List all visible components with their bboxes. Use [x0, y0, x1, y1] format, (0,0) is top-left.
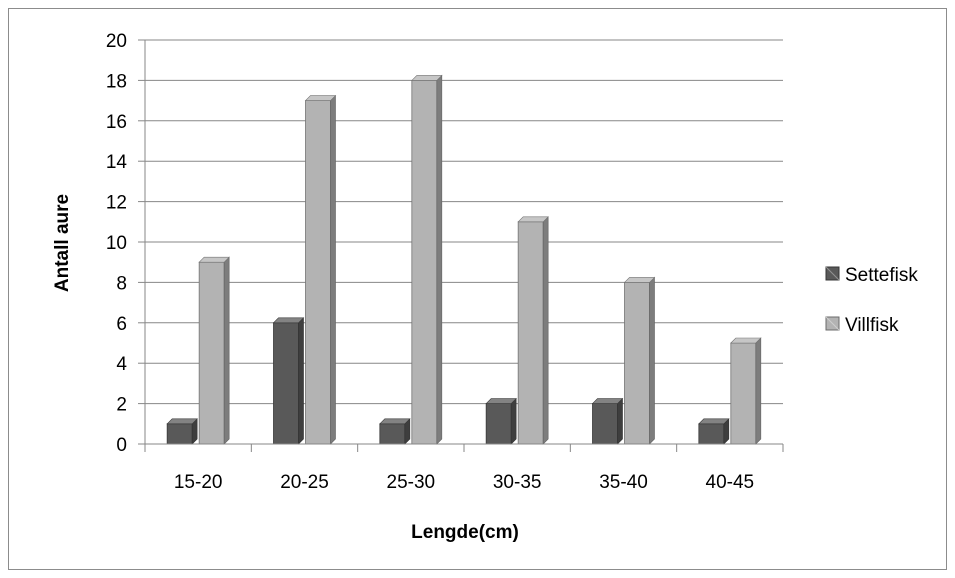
bar-side — [436, 74, 443, 445]
y-tick-label: 20 — [106, 31, 127, 52]
y-tick-label: 16 — [106, 112, 127, 133]
bar-top — [698, 418, 730, 425]
y-tick-label: 18 — [106, 71, 127, 92]
bar-front — [198, 261, 225, 445]
bar-front — [411, 80, 438, 445]
bar-front — [166, 423, 193, 445]
bar-top — [485, 398, 517, 404]
bar-villfisk-20-25 — [304, 94, 337, 445]
bar-front — [517, 221, 544, 445]
y-tick-labels: 0 2 4 6 8 10 12 14 16 18 20 — [106, 31, 128, 456]
bar-settefisk-15-20 — [166, 418, 198, 445]
bar-top — [411, 75, 443, 81]
legend-swatch-bevel — [825, 316, 840, 331]
bar-settefisk-20-25 — [272, 317, 305, 445]
bar-side — [223, 256, 230, 445]
y-tick-label: 4 — [116, 354, 127, 375]
bar-villfisk-35-40 — [623, 276, 656, 445]
y-tick-label: 2 — [116, 395, 127, 416]
x-tick-label: 35-40 — [599, 472, 648, 493]
x-tick-label: 30-35 — [493, 472, 542, 493]
bars — [166, 74, 762, 445]
bar-villfisk-15-20 — [198, 256, 230, 445]
y-tick-label: 14 — [106, 152, 128, 173]
bar-side — [617, 397, 623, 445]
bar-side — [298, 317, 304, 445]
bar-front — [592, 403, 618, 445]
y-tick-label: 8 — [116, 273, 127, 294]
x-tick-label: 25-30 — [387, 472, 436, 493]
bar-top — [623, 277, 656, 283]
bar-front — [305, 100, 331, 445]
x-tick-labels: 15-20 20-25 25-30 30-35 35-40 40-45 — [174, 472, 754, 493]
y-axis-title: Antall aure — [52, 194, 73, 292]
bar-settefisk-40-45 — [698, 418, 730, 445]
bar-side — [542, 216, 549, 445]
bar-front — [273, 322, 299, 445]
legend-swatch-bevel — [825, 266, 840, 281]
bar-villfisk-30-35 — [517, 216, 549, 445]
y-tick-label: 0 — [116, 435, 127, 456]
bar-front — [698, 423, 725, 445]
y-tick-label: 12 — [106, 193, 127, 214]
x-tick-label: 40-45 — [706, 472, 755, 493]
axes — [138, 39, 784, 452]
bar-front — [485, 403, 512, 445]
bar-top — [379, 418, 411, 425]
bar-side — [330, 94, 336, 445]
gridlines — [145, 39, 783, 405]
legend-item-villfisk: Villfisk — [825, 315, 899, 336]
legend-label: Settefisk — [845, 265, 918, 286]
x-axis-title: Lengde(cm) — [411, 522, 519, 543]
bar-front — [730, 342, 757, 445]
bar-settefisk-25-30 — [379, 418, 411, 445]
x-tick-label: 20-25 — [280, 472, 329, 493]
legend-label: Villfisk — [845, 315, 899, 336]
chart-frame — [8, 8, 947, 570]
bar-top — [591, 398, 624, 404]
bar-side — [755, 337, 762, 445]
y-tick-label: 6 — [116, 314, 127, 335]
bar-top — [166, 418, 198, 425]
bar-side — [649, 276, 655, 445]
legend: Settefisk Villfisk — [825, 265, 918, 336]
bar-top — [198, 256, 230, 263]
y-tick-label: 10 — [106, 233, 127, 254]
bar-front — [379, 423, 406, 445]
bar-top — [517, 216, 549, 223]
bar-top — [730, 337, 762, 344]
bar-top — [304, 95, 337, 101]
x-tick-label: 15-20 — [174, 472, 223, 493]
bar-side — [510, 397, 517, 445]
bar-settefisk-35-40 — [591, 397, 624, 445]
bar-top — [272, 317, 305, 324]
bar-villfisk-40-45 — [730, 337, 762, 445]
bar-settefisk-30-35 — [485, 397, 517, 445]
legend-item-settefisk: Settefisk — [825, 265, 918, 286]
bar-front — [624, 281, 650, 445]
bar-villfisk-25-30 — [411, 74, 443, 445]
